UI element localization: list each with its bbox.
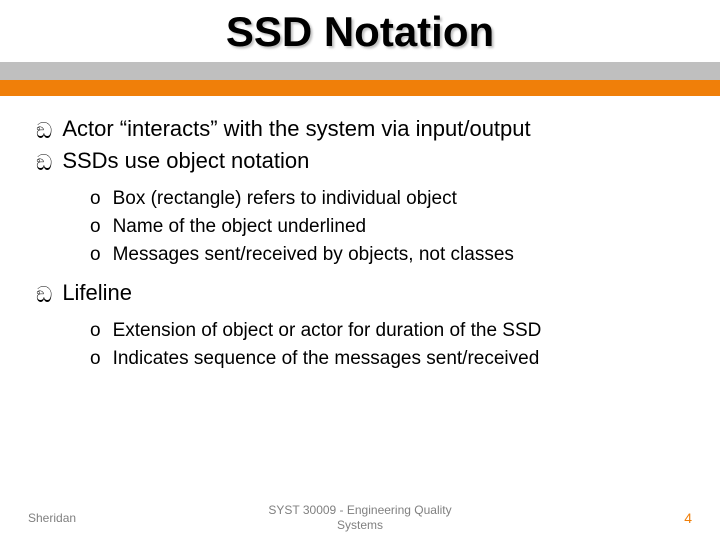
bullet-item: ඞ Actor “interacts” with the system via …: [36, 116, 684, 144]
sub-bullet-icon: o: [90, 188, 101, 210]
sub-bullet-item: o Box (rectangle) refers to individual o…: [90, 188, 684, 210]
bullet-item: ඞ Lifeline: [36, 280, 684, 308]
slide-title: SSD Notation: [0, 8, 720, 56]
sub-list: o Extension of object or actor for durat…: [90, 320, 684, 370]
sub-bullet-item: o Indicates sequence of the messages sen…: [90, 348, 684, 370]
bullet-icon: ඞ: [36, 118, 52, 144]
footer-center: SYST 30009 - Engineering Quality Systems: [268, 503, 451, 533]
footer-center-line1: SYST 30009 - Engineering Quality: [268, 503, 451, 518]
bullet-text: Lifeline: [62, 280, 132, 306]
footer-center-line2: Systems: [268, 518, 451, 533]
bullet-item: ඞ SSDs use object notation: [36, 148, 684, 176]
footer: Sheridan SYST 30009 - Engineering Qualit…: [0, 510, 720, 526]
sub-bullet-item: o Extension of object or actor for durat…: [90, 320, 684, 342]
sub-bullet-text: Name of the object underlined: [113, 216, 367, 238]
footer-left: Sheridan: [28, 511, 76, 525]
bullet-icon: ඞ: [36, 150, 52, 176]
sub-list: o Box (rectangle) refers to individual o…: [90, 188, 684, 266]
title-area: SSD Notation: [0, 0, 720, 62]
sub-bullet-text: Messages sent/received by objects, not c…: [113, 244, 514, 266]
sub-bullet-text: Box (rectangle) refers to individual obj…: [113, 188, 457, 210]
sub-bullet-text: Indicates sequence of the messages sent/…: [113, 348, 540, 370]
page-number: 4: [684, 510, 692, 526]
sub-bullet-icon: o: [90, 244, 101, 266]
bullet-icon: ඞ: [36, 282, 52, 308]
sub-bullet-item: o Name of the object underlined: [90, 216, 684, 238]
bullet-text: SSDs use object notation: [62, 148, 309, 174]
sub-bullet-icon: o: [90, 320, 101, 342]
sub-bullet-icon: o: [90, 348, 101, 370]
orange-bar: [0, 80, 720, 96]
sub-bullet-item: o Messages sent/received by objects, not…: [90, 244, 684, 266]
gray-bar: [0, 62, 720, 80]
content-area: ඞ Actor “interacts” with the system via …: [0, 96, 720, 370]
sub-bullet-text: Extension of object or actor for duratio…: [113, 320, 542, 342]
sub-bullet-icon: o: [90, 216, 101, 238]
bullet-text: Actor “interacts” with the system via in…: [62, 116, 530, 142]
